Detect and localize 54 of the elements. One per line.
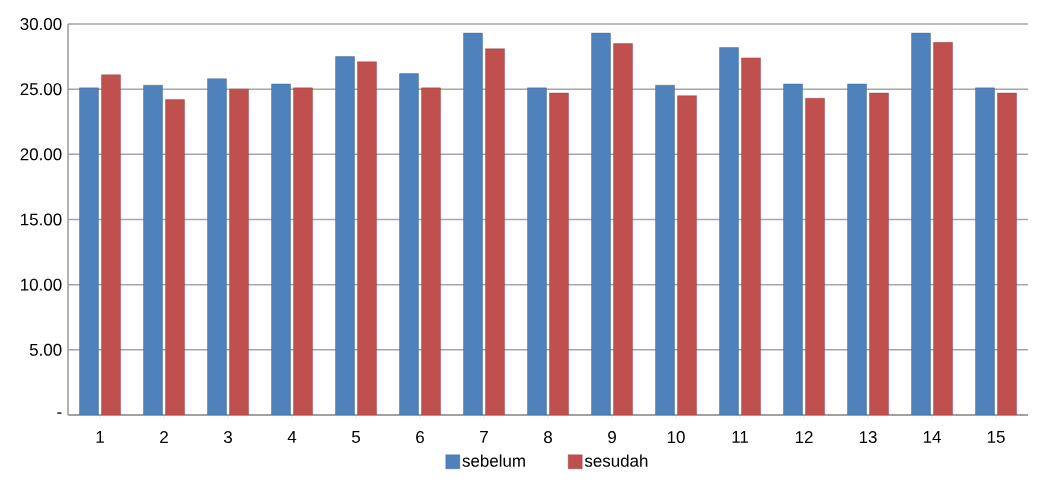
bar: [101, 74, 121, 415]
x-tick-label: 12: [795, 431, 813, 443]
bar: [719, 47, 739, 415]
bar: [271, 83, 291, 415]
x-tick-label: 11: [732, 431, 748, 443]
bar: [549, 92, 569, 415]
bar: [335, 56, 355, 415]
legend-label: sesudah: [584, 454, 648, 467]
x-tick-label: 14: [923, 431, 941, 443]
bar: [527, 87, 547, 415]
x-tick-label: 13: [859, 431, 877, 444]
x-tick-label: 10: [667, 431, 685, 444]
bar: [655, 85, 675, 415]
y-tick-label: 25.00: [20, 83, 62, 96]
bar: [783, 83, 803, 415]
bar: [207, 78, 227, 415]
y-tick-label: 10.00: [21, 278, 62, 291]
x-tick-label: 3: [223, 431, 232, 444]
x-tick-label: 6: [416, 431, 424, 444]
x-tick-label: 8: [544, 431, 552, 444]
bar: [677, 95, 697, 415]
x-tick-label: 5: [351, 431, 360, 443]
bar: [911, 32, 931, 415]
bar: [933, 42, 953, 415]
y-tick-label: -: [57, 412, 62, 414]
bar: [421, 87, 441, 415]
bar: [293, 87, 313, 415]
legend-label: sebelum: [462, 454, 525, 467]
bar: [847, 83, 867, 415]
bar: [805, 98, 825, 415]
y-tick-label: 5.00: [29, 343, 62, 356]
bar: [357, 61, 377, 415]
bar: [997, 92, 1017, 415]
bar: [485, 48, 505, 415]
bar: [143, 85, 163, 415]
bar: [79, 87, 99, 415]
y-tick-label: 15.00: [21, 213, 62, 226]
bar: [869, 92, 889, 415]
bar: [591, 32, 611, 415]
bar: [741, 57, 761, 415]
x-tick-label: 2: [160, 431, 168, 443]
y-tick-label: 20.00: [20, 148, 62, 161]
y-tick-label: 30.00: [20, 18, 62, 30]
x-tick-label: 9: [608, 431, 616, 444]
x-tick-label: 7: [480, 431, 488, 443]
bar: [975, 87, 995, 415]
bar: [165, 99, 185, 415]
x-tick-label: 4: [287, 431, 297, 443]
bar: [613, 43, 633, 415]
x-tick-label: 15: [987, 431, 1005, 443]
bar: [229, 88, 249, 415]
x-tick-label: 1: [96, 431, 104, 443]
bar: [399, 73, 419, 415]
bar: [463, 32, 483, 415]
